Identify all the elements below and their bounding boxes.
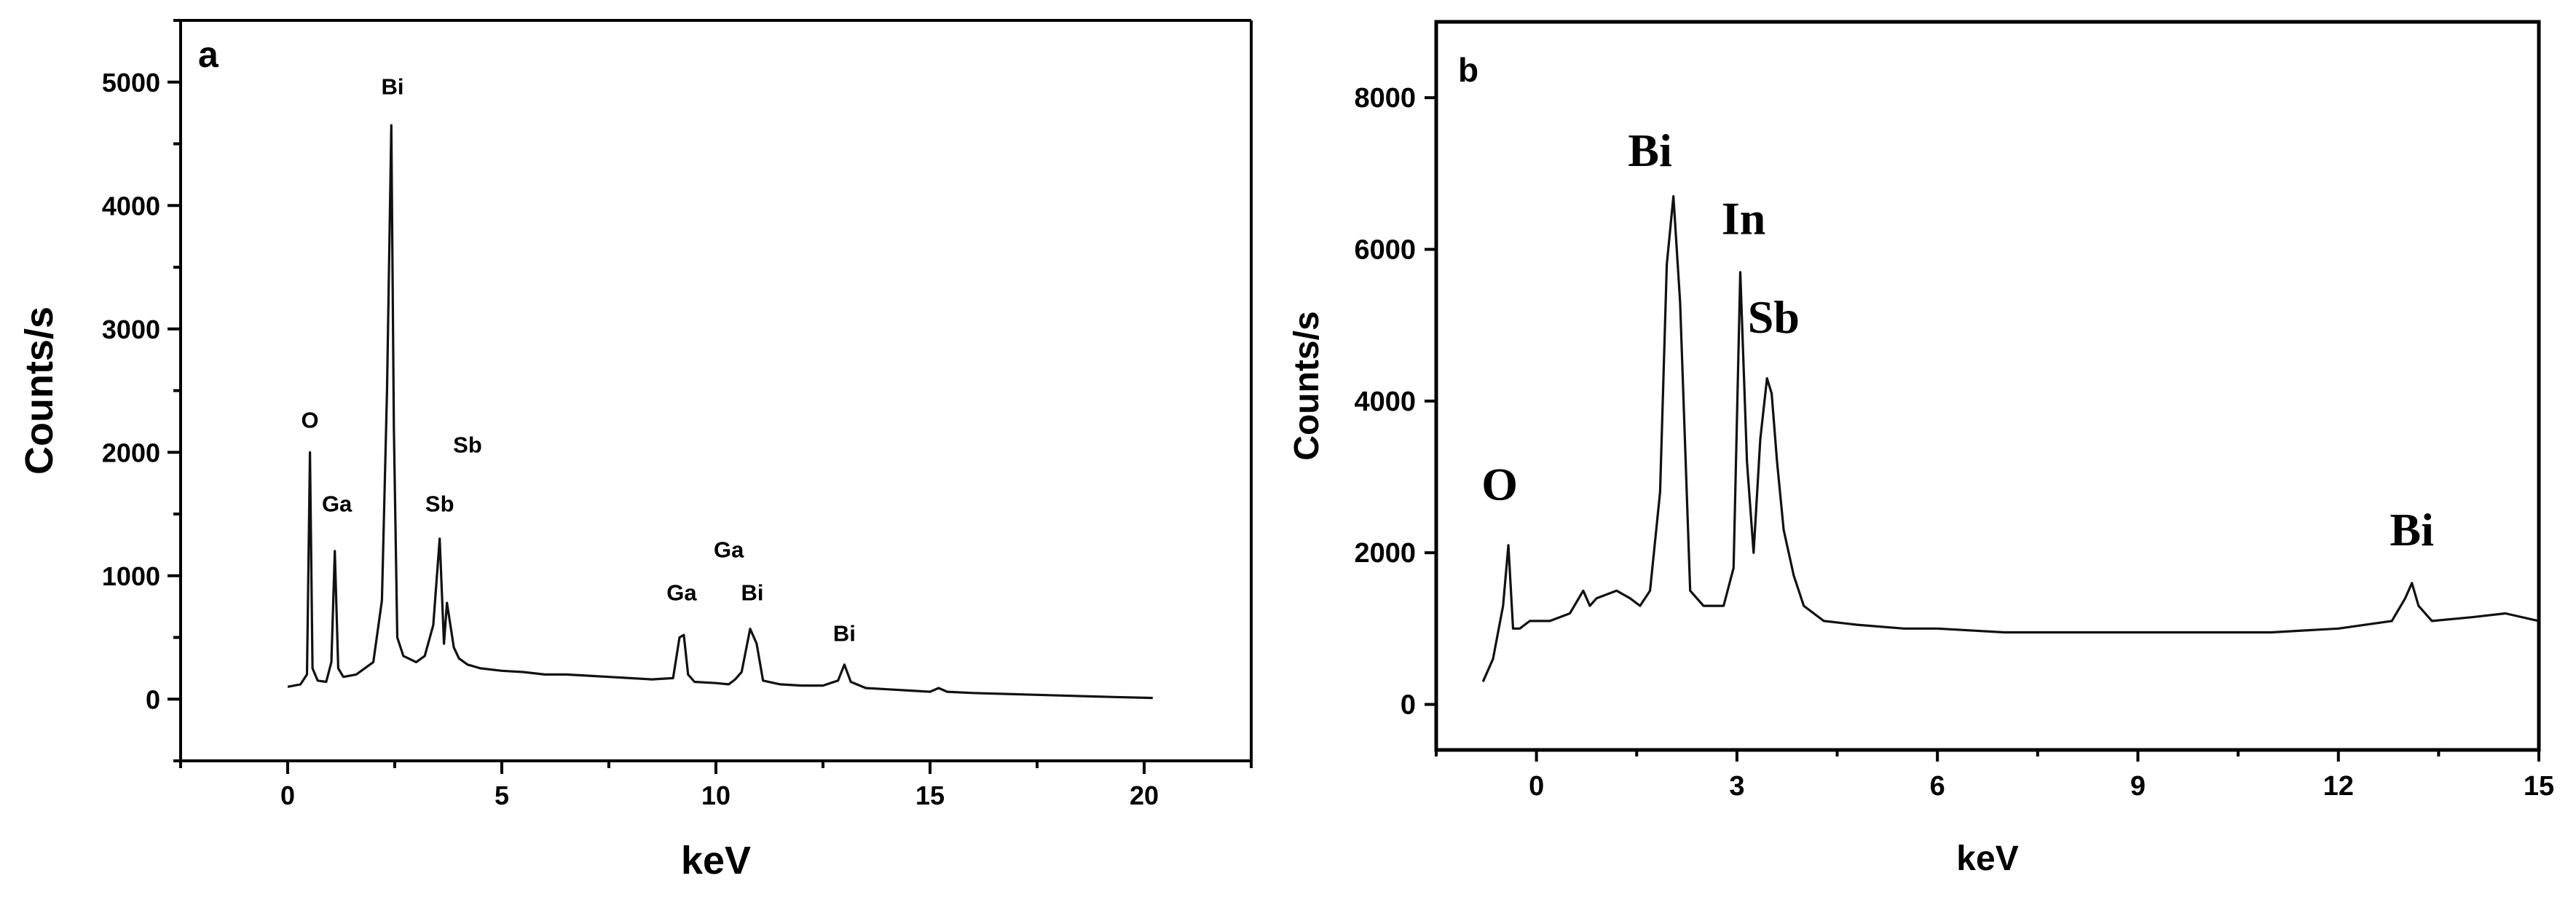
- peak-label: Bi: [1628, 125, 1671, 176]
- spectrum-panel-b: 0 2000 4000 6000 8000 0 3 6 9 12 15 keV Counts/s b O Bi…: [1288, 20, 2554, 878]
- peak-label: Bi: [741, 580, 763, 606]
- x-axis-title: keV: [1956, 839, 2018, 878]
- y-tick-label: 0: [1401, 690, 1416, 721]
- y-axis-title: Counts/s: [1288, 311, 1326, 460]
- y-tick-label: 1000: [102, 561, 160, 591]
- peak-label: Ga: [322, 491, 352, 517]
- peak-label: Bi: [833, 621, 856, 647]
- y-tick-label: 3000: [102, 315, 160, 344]
- peak-label: Ga: [666, 580, 697, 606]
- x-tick-label: 6: [1930, 771, 1945, 802]
- x-tick-label: 5: [495, 781, 509, 810]
- y-tick-label: 4000: [102, 191, 160, 221]
- peak-label: Sb: [453, 432, 482, 457]
- y-axis-title: Counts/s: [17, 307, 61, 475]
- peak-label: In: [1722, 193, 1766, 245]
- x-tick-label: 0: [280, 781, 295, 810]
- x-tick-label: 10: [701, 781, 730, 810]
- x-axis-title: keV: [681, 839, 751, 882]
- peak-label: O: [302, 407, 319, 432]
- panel-label: b: [1458, 51, 1478, 89]
- peak-label: O: [1481, 458, 1518, 510]
- y-tick-label: 8000: [1354, 83, 1416, 114]
- y-tick-label: 2000: [1354, 538, 1416, 569]
- x-tick-label: 0: [1529, 771, 1544, 802]
- x-tick-label: 15: [915, 781, 945, 810]
- x-tick-label: 15: [2524, 771, 2554, 802]
- plot-frame: [1434, 20, 2541, 752]
- spectrum-line: [1481, 195, 2540, 682]
- peak-label: Ga: [714, 537, 744, 562]
- y-tick-label: 6000: [1354, 235, 1416, 266]
- peak-label: Sb: [1748, 291, 1800, 343]
- x-tick-label: 9: [2130, 771, 2146, 802]
- y-tick-label: 2000: [102, 438, 160, 467]
- peak-label: Bi: [382, 74, 404, 100]
- y-tick-label: 4000: [1354, 387, 1416, 417]
- panel-label: a: [198, 34, 219, 75]
- peak-label: Sb: [425, 491, 454, 517]
- peak-label: Bi: [2390, 504, 2433, 556]
- spectrum-panel-a: 0 1000 2000 3000 4000 5000 0 5 10 15 20 keV Counts/s…: [17, 19, 1253, 882]
- spectrum-line: [287, 124, 1153, 700]
- x-tick-label: 3: [1729, 771, 1744, 802]
- x-tick-label: 12: [2323, 771, 2354, 802]
- y-tick-label: 5000: [102, 68, 160, 98]
- x-tick-label: 20: [1130, 781, 1159, 810]
- y-tick-label: 0: [146, 684, 160, 714]
